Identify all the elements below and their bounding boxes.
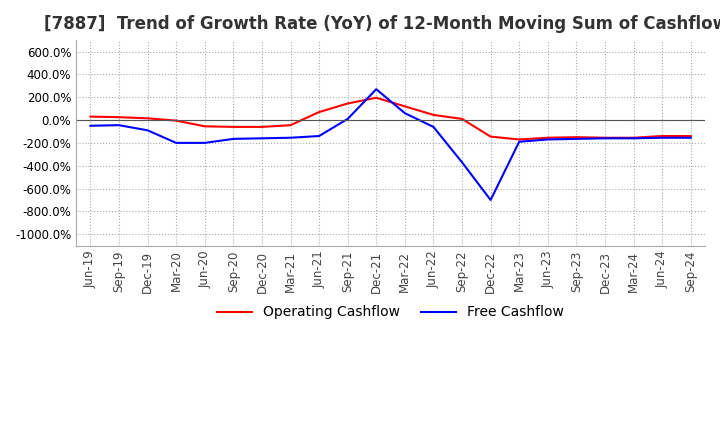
Operating Cashflow [429,112,438,117]
Free Cashflow [686,135,695,140]
Operating Cashflow [343,101,352,106]
Operating Cashflow [86,114,95,119]
Operating Cashflow [515,137,523,142]
Free Cashflow [629,136,638,141]
Free Cashflow [343,116,352,121]
Free Cashflow [572,136,581,142]
Legend: Operating Cashflow, Free Cashflow: Operating Cashflow, Free Cashflow [212,300,570,325]
Free Cashflow [258,136,266,141]
Free Cashflow [486,197,495,202]
Line: Free Cashflow: Free Cashflow [91,89,690,200]
Operating Cashflow [400,104,409,109]
Operating Cashflow [172,118,181,123]
Free Cashflow [315,133,323,139]
Free Cashflow [86,123,95,128]
Free Cashflow [114,123,123,128]
Title: [7887]  Trend of Growth Rate (YoY) of 12-Month Moving Sum of Cashflows: [7887] Trend of Growth Rate (YoY) of 12-… [44,15,720,33]
Operating Cashflow [458,116,467,121]
Free Cashflow [658,135,667,140]
Free Cashflow [515,139,523,144]
Operating Cashflow [315,110,323,115]
Operating Cashflow [658,133,667,139]
Free Cashflow [372,87,381,92]
Operating Cashflow [286,123,294,128]
Free Cashflow [172,140,181,146]
Free Cashflow [286,135,294,140]
Operating Cashflow [600,135,609,140]
Operating Cashflow [629,135,638,140]
Free Cashflow [600,136,609,141]
Operating Cashflow [143,116,152,121]
Free Cashflow [400,110,409,116]
Operating Cashflow [372,95,381,100]
Operating Cashflow [258,124,266,129]
Free Cashflow [544,137,552,142]
Free Cashflow [229,136,238,142]
Free Cashflow [458,160,467,165]
Operating Cashflow [544,135,552,140]
Operating Cashflow [486,134,495,139]
Operating Cashflow [200,124,209,129]
Operating Cashflow [229,124,238,129]
Free Cashflow [143,128,152,133]
Free Cashflow [200,140,209,146]
Free Cashflow [429,124,438,129]
Line: Operating Cashflow: Operating Cashflow [91,98,690,139]
Operating Cashflow [686,133,695,139]
Operating Cashflow [114,114,123,120]
Operating Cashflow [572,135,581,140]
